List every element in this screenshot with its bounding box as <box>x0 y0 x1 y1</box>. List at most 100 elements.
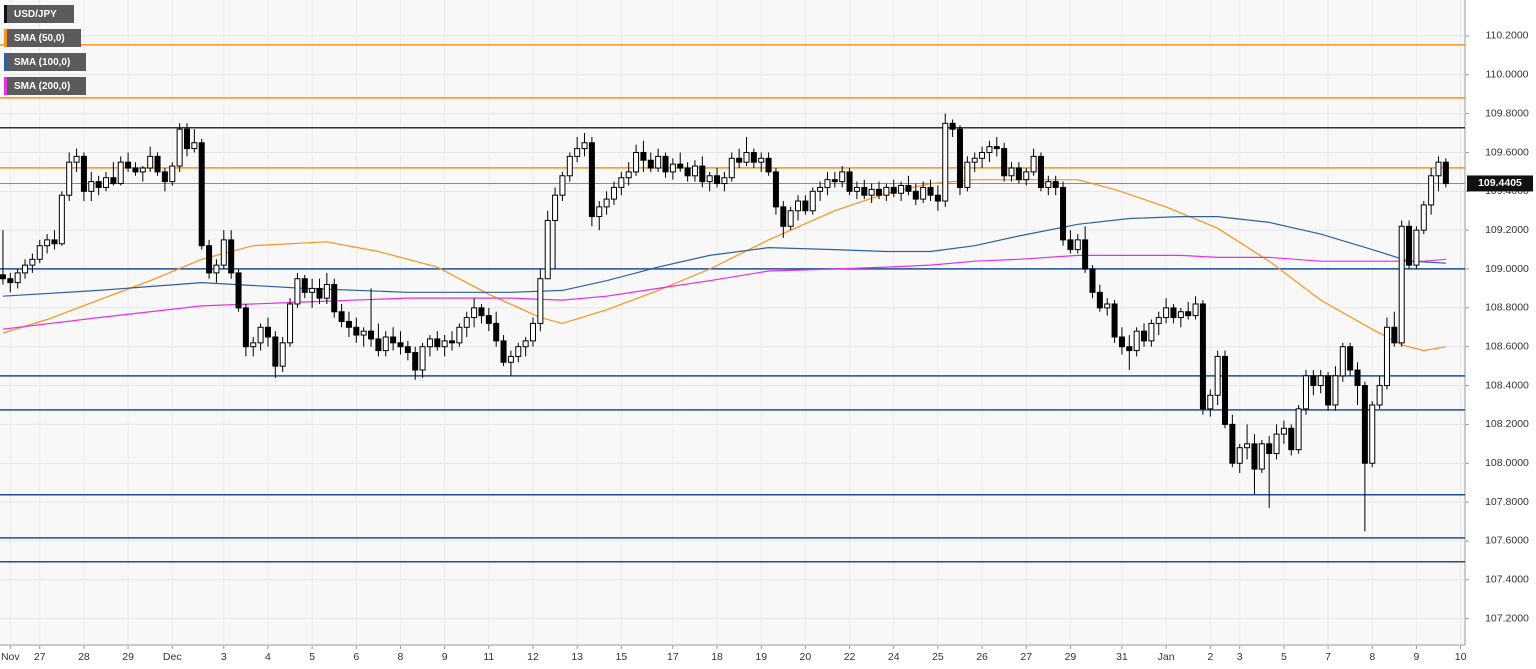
candle-body <box>772 171 779 208</box>
x-tick-label: 25 <box>932 651 944 663</box>
candle-body <box>58 194 65 245</box>
candle-body <box>1332 375 1339 406</box>
candle-body <box>728 157 735 179</box>
legend-swatch <box>4 29 7 47</box>
y-tick-label: 109.0000 <box>1485 263 1529 275</box>
candle-body <box>301 278 308 293</box>
candle-body <box>1339 346 1346 377</box>
candle-body <box>1428 175 1435 206</box>
candle-body <box>426 338 433 348</box>
y-tick-label: 109.6000 <box>1485 146 1529 158</box>
candle-body <box>1288 427 1295 451</box>
sma-line <box>2 179 1447 352</box>
candle-body <box>905 184 912 192</box>
sma-line <box>2 216 1446 297</box>
x-tick-label: 8 <box>398 651 404 663</box>
candle-body <box>1074 239 1081 251</box>
candle-body <box>1435 161 1442 177</box>
candle-body <box>1067 239 1074 251</box>
candle-body <box>817 186 824 192</box>
y-tick-label: 107.8000 <box>1485 496 1529 508</box>
candle-body <box>920 186 927 200</box>
candle-body <box>220 239 227 266</box>
candle-body <box>213 264 220 274</box>
candle-body <box>110 177 117 185</box>
candle-body <box>942 122 949 202</box>
candle-body <box>176 128 183 167</box>
candle-body <box>669 163 676 173</box>
candle-body <box>103 177 110 188</box>
candle-body <box>198 142 205 247</box>
x-tick-label: Dec <box>163 651 182 663</box>
candle-body <box>1008 167 1015 177</box>
candle-body <box>125 161 132 169</box>
candle-body <box>1133 330 1140 352</box>
candle-body <box>544 219 551 280</box>
legend-label: SMA (50,0) <box>14 33 65 44</box>
x-tick-label: 29 <box>122 651 134 663</box>
x-tick-label: 3 <box>221 651 227 663</box>
plot-area <box>0 0 1465 645</box>
candle-body <box>353 326 360 336</box>
candle-body <box>625 171 632 179</box>
candle-body <box>412 352 419 371</box>
candle-body <box>750 151 757 163</box>
candle-body <box>0 274 6 280</box>
candle-body <box>890 186 897 194</box>
candle-body <box>1118 336 1125 348</box>
candle-body <box>699 165 706 183</box>
candle-body <box>956 128 963 188</box>
candle-body <box>1369 404 1376 464</box>
candle-body <box>647 159 654 169</box>
x-tick-label: 8 <box>1369 651 1375 663</box>
candle-body <box>721 177 728 185</box>
candle-body <box>456 326 463 344</box>
x-tick-label: 5 <box>309 651 315 663</box>
candle-body <box>1383 326 1390 387</box>
candle-body <box>1111 303 1118 338</box>
candle-body <box>397 342 404 348</box>
candle-body <box>603 198 610 208</box>
candle-body <box>1295 408 1302 451</box>
candle-body <box>257 326 264 344</box>
candle-body <box>507 355 514 363</box>
x-tick-label: 7 <box>1325 651 1331 663</box>
candle-body <box>861 186 868 196</box>
candle-body <box>537 278 544 324</box>
legend-box <box>4 53 86 71</box>
candle-body <box>522 340 529 348</box>
candle-body <box>1082 239 1089 270</box>
x-tick-label: 6 <box>353 651 359 663</box>
x-tick-label: 31 <box>1116 651 1128 663</box>
candle-body <box>1177 311 1184 319</box>
candle-body <box>206 245 213 274</box>
candle-body <box>51 239 58 245</box>
candle-body <box>831 179 838 183</box>
x-tick-label: 2 <box>1207 651 1213 663</box>
y-tick-label: 107.6000 <box>1485 535 1529 547</box>
candle-body <box>1126 346 1133 352</box>
candle-body <box>552 194 559 221</box>
candle-body <box>1406 225 1413 266</box>
candle-body <box>736 157 743 163</box>
legend-swatch <box>4 5 7 23</box>
candle-body <box>500 340 507 363</box>
candle-body <box>478 307 485 317</box>
y-tick-label: 109.2000 <box>1485 224 1529 236</box>
last-price-label: 109.4405 <box>1478 177 1522 189</box>
x-tick-label: 24 <box>888 651 900 663</box>
candle-body <box>618 177 625 188</box>
candle-body <box>787 210 794 227</box>
y-tick-label: 107.2000 <box>1485 612 1529 624</box>
y-tick-label: 108.6000 <box>1485 340 1529 352</box>
candle-body <box>758 157 765 163</box>
candle-body <box>596 206 603 218</box>
candle-body <box>360 330 367 336</box>
candle-body <box>1185 311 1192 317</box>
candle-body <box>588 142 595 218</box>
x-tick-label: 4 <box>265 651 271 663</box>
candle-body <box>1001 148 1008 177</box>
candle-body <box>876 188 882 196</box>
candle-body <box>1089 268 1096 293</box>
candle-body <box>765 157 772 173</box>
